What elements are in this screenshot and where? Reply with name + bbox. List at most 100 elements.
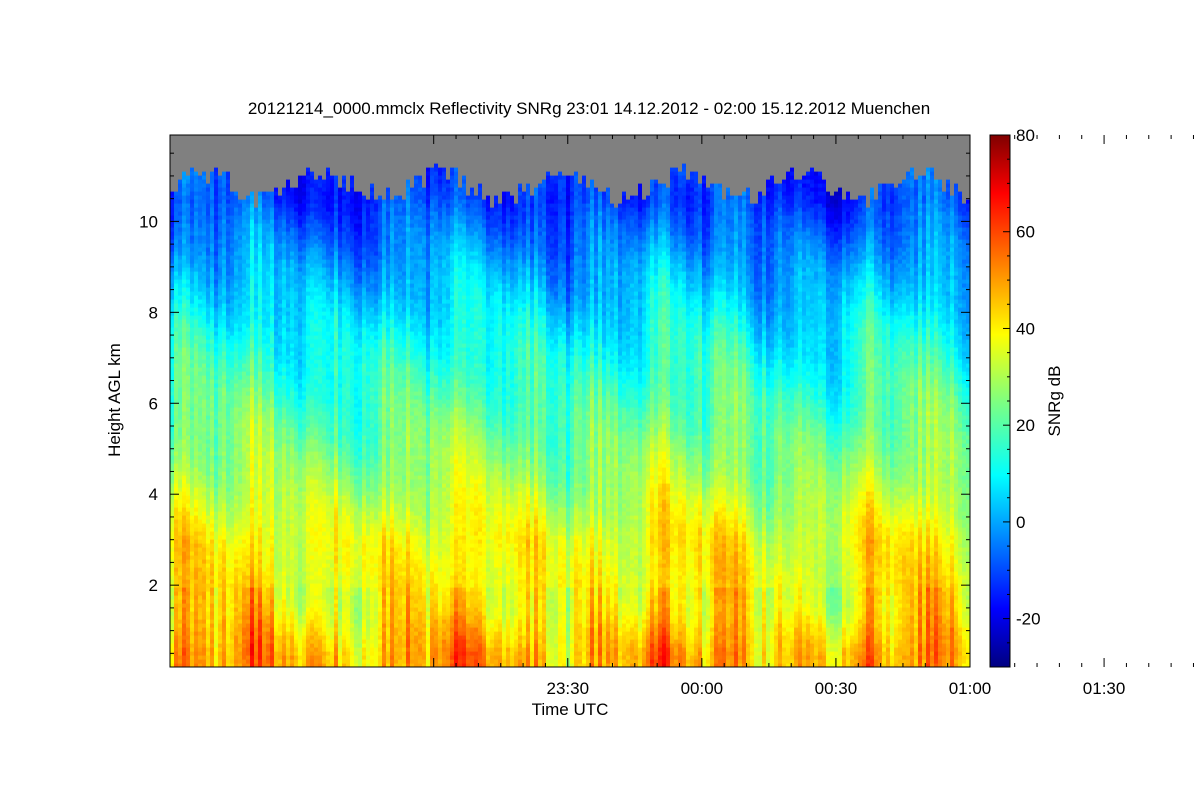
heatmap-cell [314,595,319,600]
heatmap-cell [250,439,255,444]
heatmap-cell [234,499,239,504]
heatmap-cell [194,567,199,572]
heatmap-cell [282,551,287,556]
heatmap-cell [206,327,211,332]
heatmap-cell [294,203,299,208]
heatmap-cell [238,447,243,452]
heatmap-cell [170,511,175,516]
heatmap-cell [282,643,287,648]
heatmap-cell [310,395,315,400]
heatmap-cell [190,163,195,168]
heatmap-cell [178,363,183,368]
heatmap-cell [290,555,295,560]
heatmap-cell [174,375,179,380]
heatmap-cell [318,371,323,376]
heatmap-cell [222,275,227,280]
heatmap-cell [186,499,191,504]
heatmap-cell [214,459,219,464]
heatmap-cell [306,187,311,192]
heatmap-cell [194,343,199,348]
heatmap-cell [170,167,175,172]
heatmap-cell [274,351,279,356]
heatmap-cell [194,427,199,432]
heatmap-cell [214,379,219,384]
heatmap-cell [194,167,199,172]
heatmap-cell [274,483,279,488]
heatmap-cell [254,135,259,140]
heatmap-cell [262,379,267,384]
heatmap-cell [302,535,307,540]
heatmap-cell [178,395,183,400]
heatmap-cell [198,403,203,408]
heatmap-cell [230,367,235,372]
heatmap-cell [286,543,291,548]
heatmap-cell [198,275,203,280]
heatmap-cell [226,171,231,176]
heatmap-cell [278,527,283,532]
heatmap-cell [254,151,259,156]
heatmap-cell [222,423,227,428]
heatmap-cell [302,611,307,616]
heatmap-cell [250,495,255,500]
heatmap-cell [262,443,267,448]
heatmap-cell [250,579,255,584]
heatmap-cell [198,147,203,152]
heatmap-cell [186,179,191,184]
heatmap-cell [314,395,319,400]
heatmap-cell [278,215,283,220]
heatmap-cell [258,359,263,364]
heatmap-cell [274,183,279,188]
heatmap-cell [250,247,255,252]
heatmap-cell [242,375,247,380]
heatmap-cell [266,251,271,256]
heatmap-cell [254,435,259,440]
heatmap-cell [174,223,179,228]
heatmap-cell [174,331,179,336]
heatmap-cell [254,319,259,324]
heatmap-cell [278,343,283,348]
heatmap-cell [178,275,183,280]
heatmap-cell [234,179,239,184]
heatmap-cell [274,279,279,284]
heatmap-cell [286,563,291,568]
heatmap-cell [186,263,191,268]
heatmap-cell [262,279,267,284]
heatmap-cell [174,199,179,204]
heatmap-cell [294,559,299,564]
heatmap-cell [270,223,275,228]
heatmap-cell [302,139,307,144]
heatmap-cell [286,423,291,428]
heatmap-cell [226,543,231,548]
heatmap-cell [234,259,239,264]
heatmap-cell [230,415,235,420]
heatmap-cell [194,263,199,268]
heatmap-cell [234,167,239,172]
heatmap-cell [186,315,191,320]
heatmap-cell [282,603,287,608]
heatmap-cell [314,591,319,596]
heatmap-cell [250,323,255,328]
heatmap-cell [206,563,211,568]
heatmap-cell [170,347,175,352]
heatmap-cell [178,183,183,188]
heatmap-cell [266,491,271,496]
heatmap-cell [270,315,275,320]
heatmap-cell [250,163,255,168]
heatmap-cell [278,651,283,656]
heatmap-cell [206,375,211,380]
heatmap-cell [314,491,319,496]
heatmap-cell [306,287,311,292]
heatmap-cell [310,159,315,164]
heatmap-cell [234,407,239,412]
heatmap-cell [214,427,219,432]
heatmap-cell [238,467,243,472]
heatmap-cell [206,651,211,656]
heatmap-cell [178,495,183,500]
heatmap-cell [310,611,315,616]
heatmap-cell [170,187,175,192]
heatmap-cell [174,147,179,152]
heatmap-cell [198,267,203,272]
heatmap-cell [286,571,291,576]
heatmap-cell [270,495,275,500]
heatmap-cell [182,171,187,176]
